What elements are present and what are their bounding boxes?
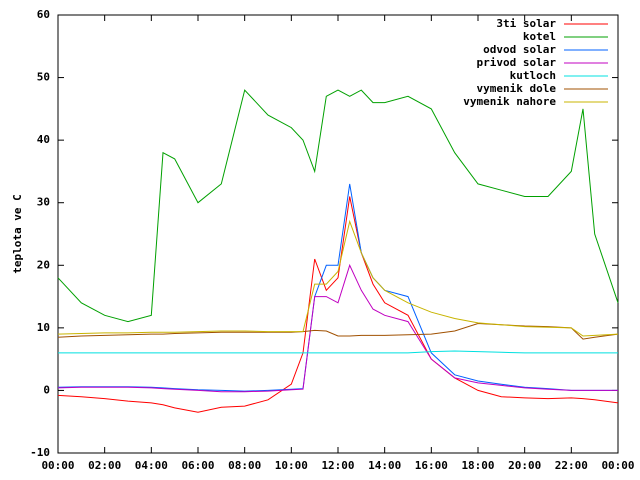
legend-label: kutloch: [510, 69, 556, 82]
y-tick-label: 50: [37, 71, 50, 84]
x-tick-label: 12:00: [321, 459, 354, 472]
legend-label: 3ti solar: [496, 17, 556, 30]
y-tick-label: 30: [37, 196, 50, 209]
legend-label: privod solar: [477, 56, 557, 69]
x-tick-label: 16:00: [415, 459, 448, 472]
legend-label: vymenik dole: [477, 82, 557, 95]
series-line: [57, 89, 619, 323]
series-line: [57, 196, 619, 413]
legend-label: vymenik nahore: [463, 95, 556, 108]
x-tick-label: 00:00: [41, 459, 74, 472]
y-tick-label: 60: [37, 8, 50, 21]
y-tick-label: 20: [37, 258, 50, 271]
y-axis-label: teplota ve C: [11, 194, 24, 273]
x-tick-label: 10:00: [275, 459, 308, 472]
y-tick-label: 10: [37, 321, 50, 334]
series-line: [57, 219, 619, 337]
series-line: [58, 350, 618, 354]
y-tick-label: -10: [30, 446, 50, 459]
y-tick-label: 40: [37, 133, 50, 146]
y-tick-label: 0: [43, 383, 50, 396]
series-line: [57, 322, 619, 340]
x-tick-label: 02:00: [88, 459, 121, 472]
x-tick-label: 14:00: [368, 459, 401, 472]
series-line: [57, 263, 618, 393]
series-line: [57, 183, 618, 392]
x-tick-label: 04:00: [135, 459, 168, 472]
x-tick-label: 22:00: [555, 459, 588, 472]
x-tick-label: 00:00: [601, 459, 634, 472]
x-tick-label: 08:00: [228, 459, 261, 472]
x-tick-label: 18:00: [461, 459, 494, 472]
x-tick-label: 20:00: [508, 459, 541, 472]
legend-label: kotel: [523, 30, 556, 43]
x-tick-label: 06:00: [181, 459, 214, 472]
legend-label: odvod solar: [483, 43, 556, 56]
